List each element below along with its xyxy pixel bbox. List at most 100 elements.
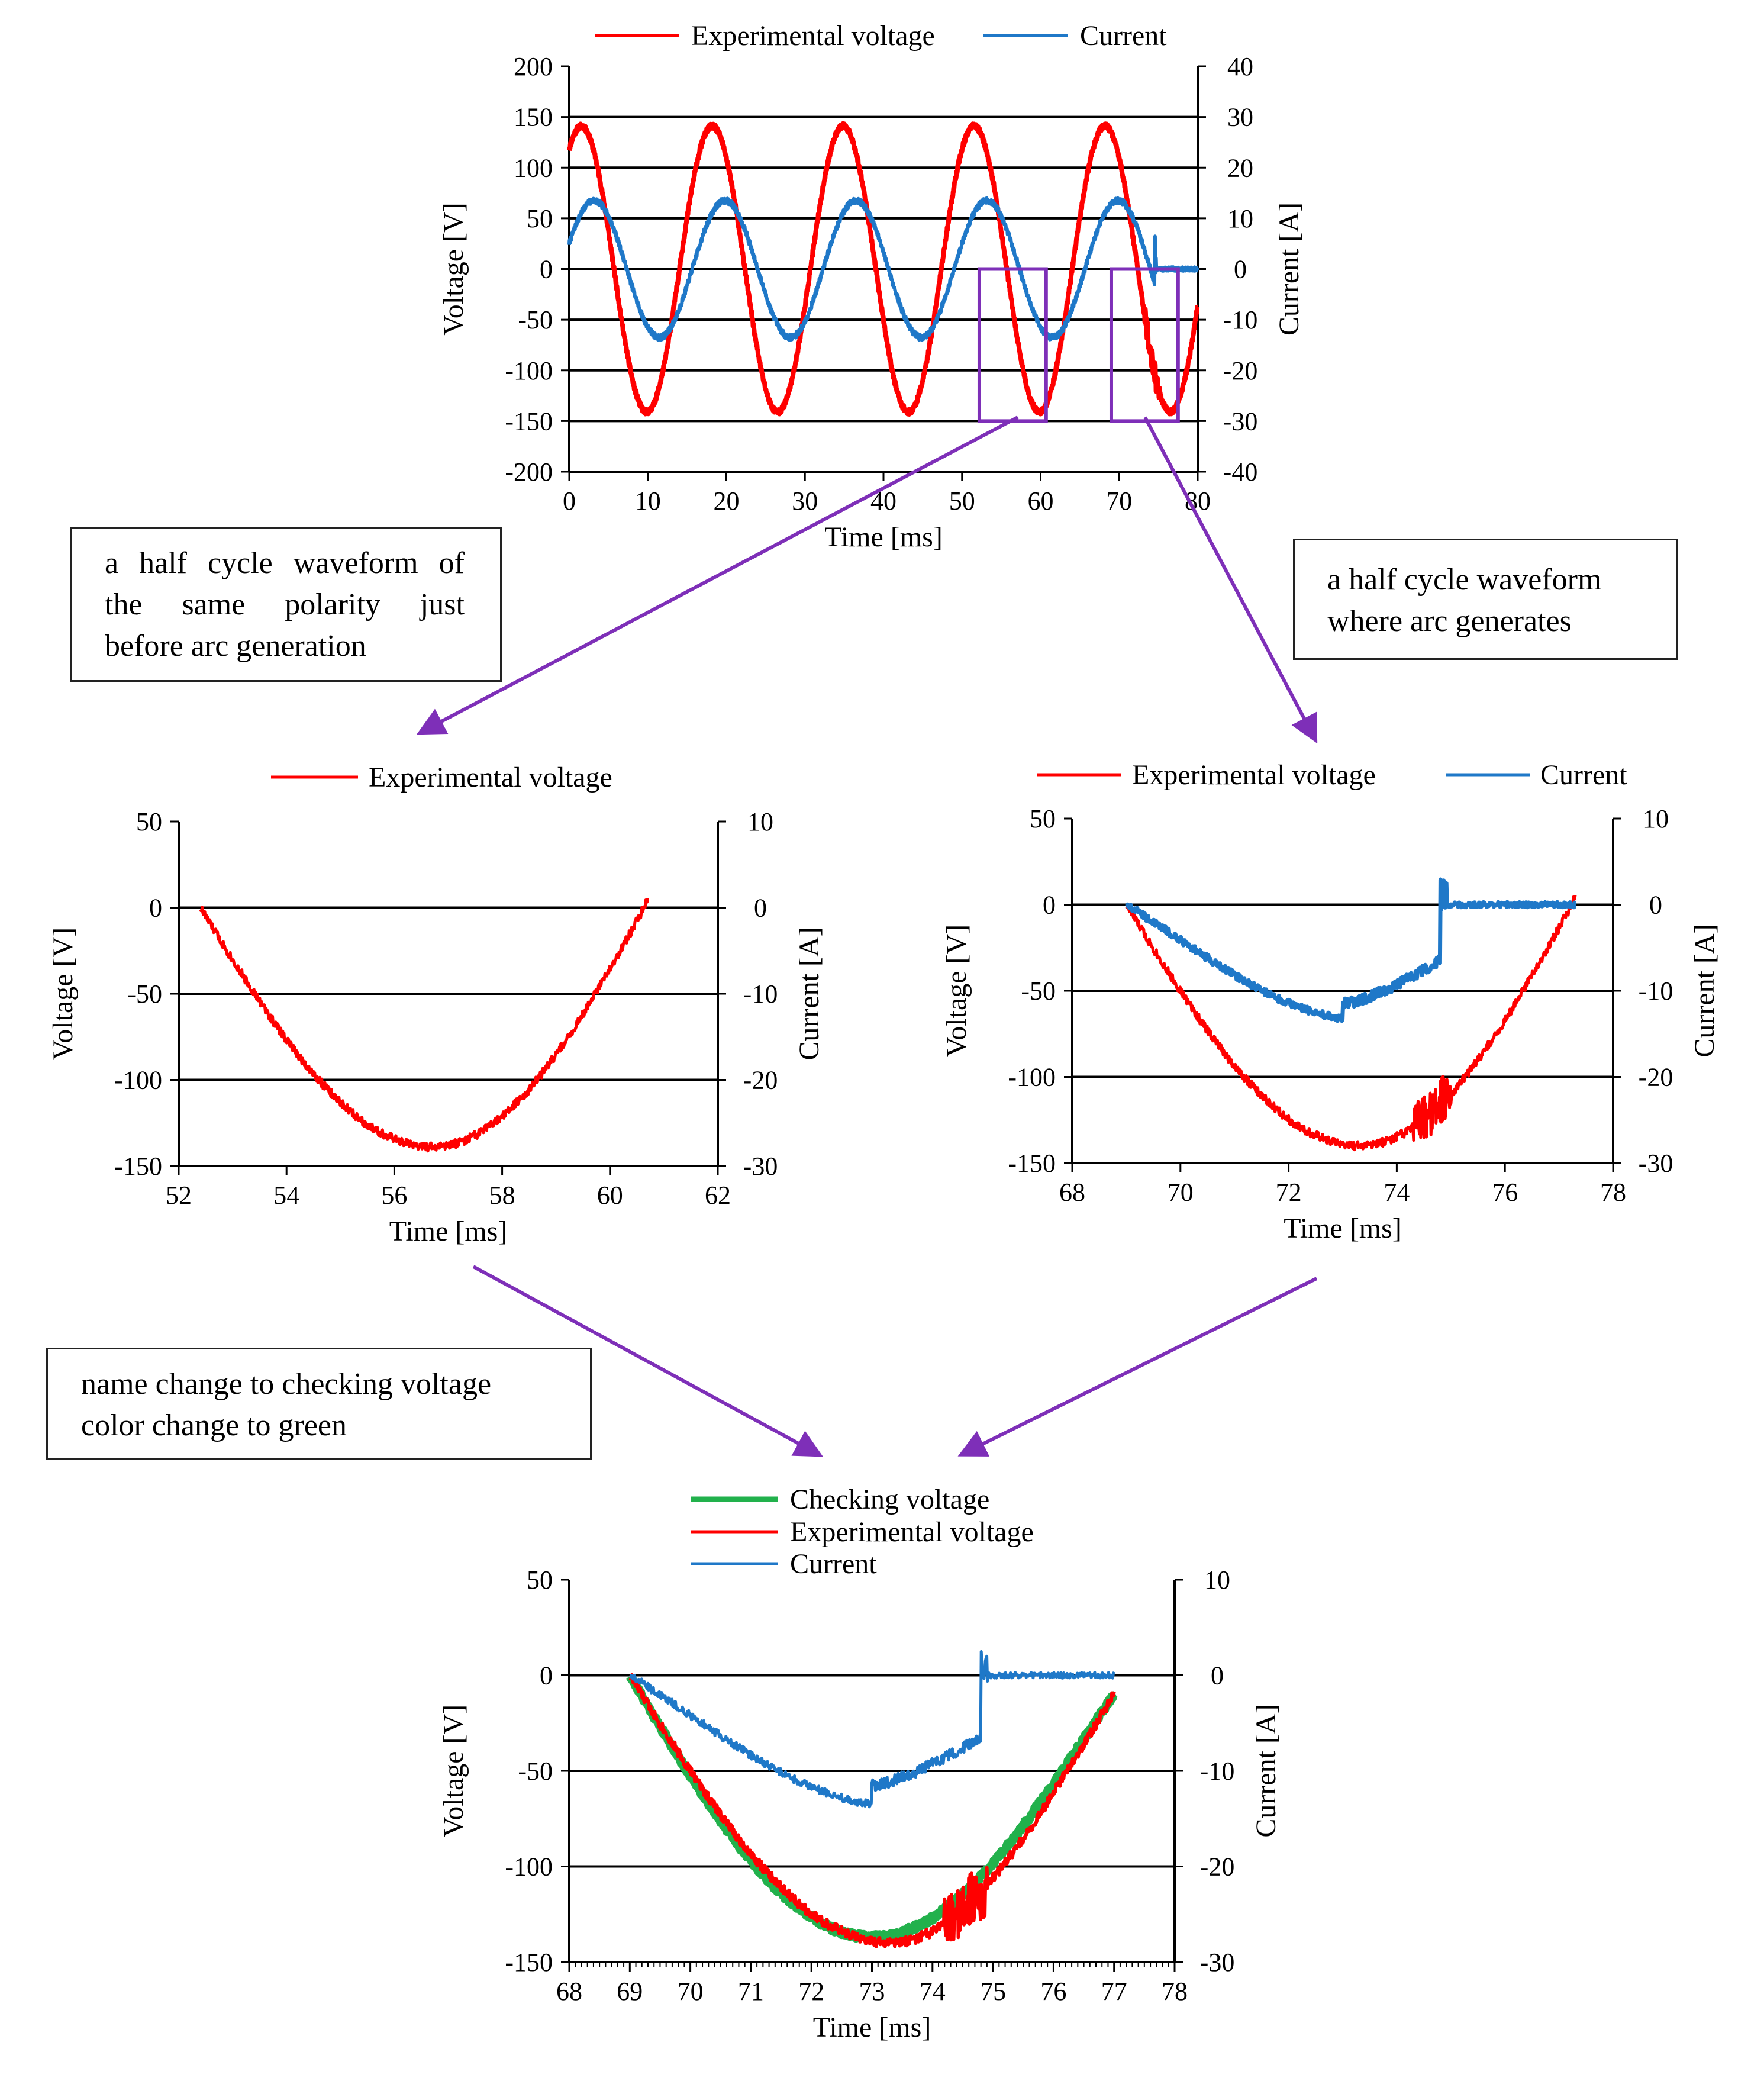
- y2-tick-label: -30: [1200, 1948, 1235, 1977]
- x-tick-label: 74: [1384, 1178, 1410, 1207]
- series-line-voltage: [567, 121, 1200, 417]
- y-tick-label: -200: [505, 458, 553, 487]
- connector-arrows: [416, 415, 1318, 1457]
- x-tick-label: 60: [1028, 487, 1054, 516]
- legend-label-checking: Checking voltage: [790, 1484, 989, 1515]
- y-tick-label: 0: [1043, 891, 1056, 920]
- y-tick-label: 0: [149, 894, 162, 923]
- chart-combined: 68 69 70 71 72 73 74 75 76 77 78 50 0 -50 -100 -150 10 0 -…: [438, 1484, 1282, 2043]
- y-tick-label: 0: [540, 1661, 553, 1690]
- x-tick-label: 71: [738, 1977, 764, 2006]
- y-tick-label: -100: [114, 1066, 162, 1095]
- y-tick-label: 50: [527, 1565, 553, 1594]
- legend-label-current: Current: [790, 1548, 877, 1580]
- y-tick-label: -50: [127, 980, 162, 1009]
- x-axis-label: Time [ms]: [824, 521, 943, 553]
- y2-tick-label: 0: [754, 894, 767, 923]
- y-tick-label: -50: [1021, 977, 1056, 1006]
- y2-axis-label: Current [A]: [1689, 924, 1720, 1057]
- annotation-line: a half cycle waveform: [1327, 563, 1602, 597]
- y-tick-label: -150: [505, 407, 553, 436]
- y2-axis-label: Current [A]: [1273, 202, 1305, 336]
- arc-annotation-box: a half cycle waveform where arc generate…: [1293, 539, 1678, 660]
- y2-tick-label: -20: [1223, 356, 1258, 385]
- annotation-line: where arc generates: [1327, 604, 1572, 638]
- y2-tick-label: 0: [1211, 1661, 1224, 1690]
- legend-label-voltage: Experimental voltage: [691, 20, 935, 51]
- x-tick-label: 76: [1040, 1977, 1066, 2006]
- y-tick-label: -100: [505, 356, 553, 385]
- highlight-box: [1109, 267, 1180, 423]
- y2-tick-label: 0: [1649, 891, 1662, 920]
- y-tick-label: 0: [540, 255, 553, 284]
- y2-tick-label: -40: [1223, 458, 1258, 487]
- x-tick-label: 20: [714, 487, 740, 516]
- series-line-voltage: [1125, 895, 1577, 1152]
- legend-label-current: Current: [1080, 20, 1167, 51]
- y-tick-label: 200: [514, 52, 553, 81]
- x-tick-label: 73: [859, 1977, 885, 2006]
- x-tick-label: 40: [870, 487, 896, 516]
- y-tick-label: 100: [514, 153, 553, 182]
- y2-tick-label: 30: [1227, 103, 1253, 132]
- x-tick-label: 68: [1059, 1178, 1085, 1207]
- y2-tick-label: 10: [1227, 204, 1253, 233]
- x-tick-label: 30: [792, 487, 818, 516]
- y2-tick-label: 20: [1227, 153, 1253, 182]
- y-axis-label: Voltage [V]: [47, 927, 79, 1060]
- x-tick-label: 60: [597, 1181, 623, 1210]
- x-tick-label: 69: [617, 1977, 643, 2006]
- x-tick-label: 70: [1168, 1178, 1194, 1207]
- x-tick-label: 68: [556, 1977, 582, 2006]
- series-line-voltage: [199, 898, 650, 1153]
- x-tick-label: 62: [705, 1181, 731, 1210]
- x-tick-label: 54: [273, 1181, 299, 1210]
- annotation-line: a half cycle waveform of: [105, 546, 465, 580]
- y2-tick-label: -10: [743, 980, 778, 1009]
- arrow-arc-to-combined: [957, 1277, 1318, 1457]
- x-tick-label: 76: [1492, 1178, 1518, 1207]
- x-tick-label: 56: [381, 1181, 407, 1210]
- chart-arc: 68 70 72 74 76 78 50 0 -50 -100 -150 10 0 -10 -20 -30 Ti…: [941, 759, 1720, 1244]
- y-axis-label: Voltage [V]: [438, 1705, 469, 1837]
- y2-tick-label: -30: [743, 1152, 778, 1181]
- x-tick-label: 78: [1600, 1178, 1626, 1207]
- y2-tick-label: 10: [747, 807, 773, 836]
- x-axis-label: Time [ms]: [389, 1216, 508, 1247]
- legend-label-voltage: Experimental voltage: [1132, 759, 1376, 791]
- y2-tick-label: -20: [1200, 1853, 1235, 1882]
- y-tick-label: -50: [518, 1757, 553, 1786]
- arrow-before-arc-to-combined: [472, 1265, 824, 1457]
- x-tick-label: 72: [798, 1977, 824, 2006]
- legend-label-voltage: Experimental voltage: [369, 762, 612, 793]
- y2-tick-label: -10: [1223, 305, 1258, 334]
- y2-tick-label: 0: [1234, 255, 1247, 284]
- x-tick-label: 70: [1106, 487, 1132, 516]
- series-line-voltage: [628, 1673, 1116, 1948]
- highlight-box: [977, 267, 1048, 423]
- y-tick-label: -150: [505, 1948, 553, 1977]
- y2-axis-label: Current [A]: [794, 927, 825, 1060]
- before-arc-annotation-box: a half cycle waveform of the same polari…: [70, 527, 502, 682]
- x-tick-label: 0: [563, 487, 576, 516]
- series-line-current: [629, 1650, 1115, 1809]
- y2-tick-label: -30: [1639, 1149, 1673, 1178]
- y2-tick-label: -10: [1200, 1757, 1235, 1786]
- x-tick-label: 70: [678, 1977, 704, 2006]
- y-tick-label: 50: [136, 807, 162, 836]
- x-tick-label: 78: [1162, 1977, 1188, 2006]
- arrow-box1-to-before-arc: [416, 415, 1019, 735]
- y2-tick-label: -20: [1639, 1063, 1673, 1092]
- y-tick-label: -100: [1008, 1063, 1056, 1092]
- y-tick-label: -150: [1008, 1149, 1056, 1178]
- x-tick-label: 58: [489, 1181, 515, 1210]
- annotation-line: before arc generation: [105, 629, 366, 663]
- x-tick-label: 50: [949, 487, 975, 516]
- series-line-current: [567, 196, 1199, 342]
- y2-tick-label: 10: [1204, 1565, 1230, 1594]
- arrow-box2-to-arc: [1143, 416, 1318, 744]
- annotation-line: color change to green: [81, 1409, 347, 1442]
- x-tick-label: 74: [920, 1977, 946, 2006]
- y-tick-label: 150: [514, 103, 553, 132]
